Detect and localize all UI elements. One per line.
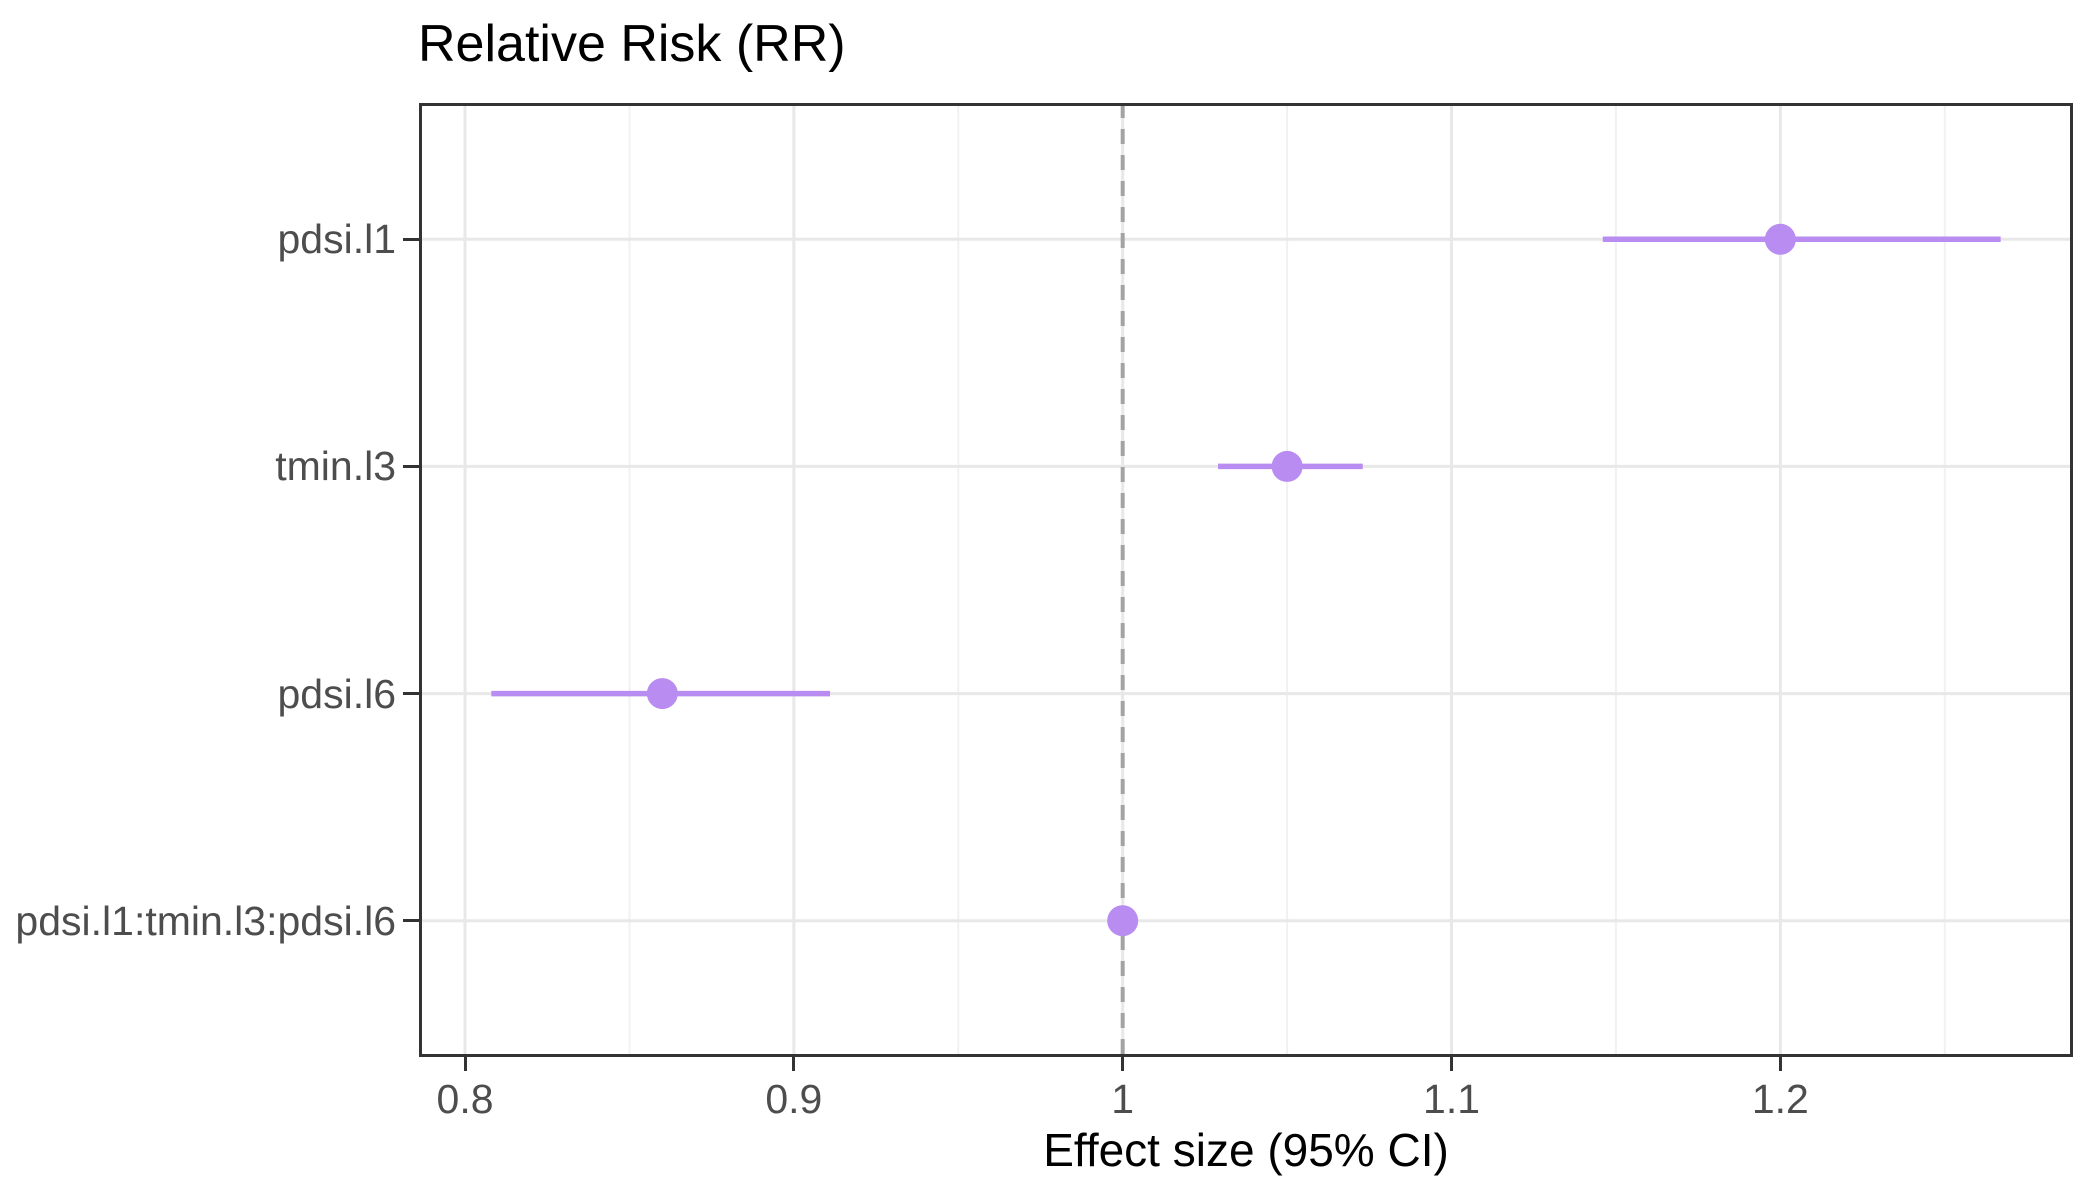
panel-border bbox=[419, 103, 2073, 1057]
y-axis-label: pdsi.l6 bbox=[277, 670, 396, 717]
y-axis-tick bbox=[403, 692, 419, 696]
plot-panel bbox=[419, 103, 2073, 1057]
x-axis-tick-label: 1.2 bbox=[1751, 1076, 1809, 1122]
x-axis-tick-label: 0.8 bbox=[436, 1076, 494, 1122]
estimate-point bbox=[1764, 223, 1796, 255]
x-axis-title: Effect size (95% CI) bbox=[1043, 1124, 1449, 1176]
x-axis-tick-label: 1 bbox=[1111, 1076, 1135, 1122]
x-axis-tick bbox=[1450, 1057, 1454, 1071]
estimate-point bbox=[1107, 905, 1139, 937]
y-axis-tick bbox=[403, 919, 419, 923]
y-axis-tick bbox=[403, 464, 419, 468]
x-axis-tick-label: 1.1 bbox=[1423, 1076, 1481, 1122]
estimate-point bbox=[646, 678, 678, 710]
y-axis-label: pdsi.l1:tmin.l3:pdsi.l6 bbox=[15, 897, 396, 944]
y-axis-tick bbox=[403, 237, 419, 241]
plot-title: Relative Risk (RR) bbox=[418, 15, 846, 73]
y-axis-label: pdsi.l1 bbox=[277, 216, 396, 263]
x-axis-tick bbox=[1121, 1057, 1125, 1071]
x-axis-tick bbox=[1778, 1057, 1782, 1071]
x-axis-tick-label: 0.9 bbox=[765, 1076, 823, 1122]
y-axis-label: tmin.l3 bbox=[275, 443, 396, 490]
x-axis-tick bbox=[463, 1057, 467, 1071]
estimate-point bbox=[1271, 450, 1303, 482]
plot-panel-canvas bbox=[419, 103, 2073, 1057]
x-axis-tick bbox=[792, 1057, 796, 1071]
